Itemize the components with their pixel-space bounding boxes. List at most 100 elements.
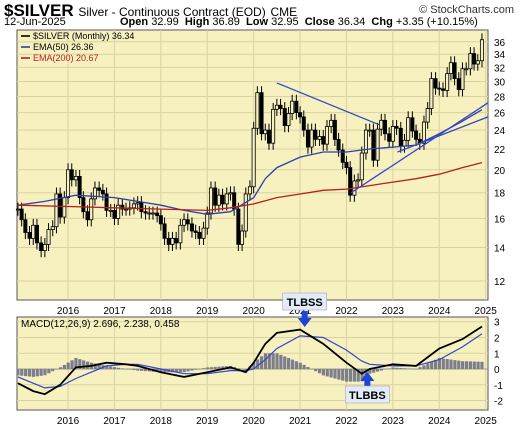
- macd-histogram-bar: [333, 369, 337, 379]
- annotation-box: [345, 385, 390, 404]
- macd-histogram-bar: [310, 369, 314, 370]
- candle-body: [329, 119, 334, 127]
- open-label: Open: [120, 16, 149, 28]
- macd-histogram-bar: [348, 369, 353, 382]
- macd-histogram-bar: [113, 367, 117, 370]
- candle-body: [247, 186, 252, 195]
- candle-body: [282, 108, 287, 126]
- macd-histogram-bar: [345, 369, 349, 382]
- candle-body: [104, 193, 109, 211]
- price-tick-label: 24: [494, 126, 506, 137]
- macd-x-tick-label: 2025: [475, 416, 498, 427]
- price-tick-label: 32: [494, 63, 506, 74]
- macd-histogram-bar: [368, 369, 372, 374]
- candle-body: [150, 212, 155, 215]
- candle-body: [305, 129, 310, 148]
- candle-body: [294, 100, 299, 114]
- macd-histogram-bar: [256, 359, 260, 370]
- macd-histogram-bar: [97, 364, 101, 370]
- candle-body: [356, 179, 361, 182]
- macd-histogram-bar: [406, 368, 411, 370]
- macd-line: [17, 325, 483, 396]
- candle-body: [58, 193, 63, 218]
- candle-body: [382, 119, 387, 135]
- candle-body: [243, 193, 248, 232]
- candle-body: [240, 230, 245, 245]
- instrument-name: Silver - Continuous Contract (EOD): [78, 5, 266, 19]
- macd-tick-label: 3: [494, 318, 500, 329]
- macd-histogram-bar: [240, 369, 244, 370]
- candle-body: [359, 152, 364, 181]
- macd-histogram-bar: [341, 369, 345, 381]
- macd-histogram-bar: [360, 369, 364, 382]
- price-tick-label: 16: [494, 214, 506, 225]
- macd-histogram-bar: [24, 369, 28, 377]
- candle-body: [15, 208, 20, 211]
- macd-histogram-bar: [314, 369, 318, 372]
- candle-body: [39, 242, 44, 252]
- annotation-arrow-down: [297, 311, 312, 327]
- candle-body: [402, 139, 407, 147]
- low-value: 32.95: [271, 16, 299, 28]
- macd-histogram-bar: [120, 368, 124, 370]
- candle-body: [452, 62, 457, 79]
- candle-body: [344, 161, 349, 169]
- macd-histogram-bar: [352, 369, 356, 382]
- macd-histogram-bar: [186, 369, 190, 372]
- macd-histogram-bar: [136, 369, 140, 371]
- candle-body: [456, 78, 461, 91]
- macd-x-tick-label: 2020: [243, 416, 266, 427]
- candle-body: [108, 209, 113, 212]
- macd-histogram-bar: [62, 364, 66, 370]
- candle-body: [220, 194, 225, 205]
- macd-histogram-bar: [283, 356, 287, 370]
- price-x-tick-label: 2020: [243, 306, 266, 317]
- price-tick-label: 18: [494, 189, 506, 200]
- macd-x-tick-label: 2019: [196, 416, 219, 427]
- exchange: CME: [270, 5, 298, 19]
- macd-histogram-bar: [317, 369, 322, 374]
- candle-body: [89, 198, 94, 221]
- macd-tick-label: -1: [494, 381, 503, 392]
- chart-title: $SILVER Silver - Continuous Contract (EO…: [4, 0, 297, 23]
- candle-body: [185, 219, 190, 225]
- candle-body: [479, 39, 484, 62]
- macd-histogram-bar: [461, 361, 465, 370]
- candle-body: [309, 129, 314, 148]
- macd-histogram-bar: [426, 363, 430, 370]
- macd-histogram-bar: [35, 369, 39, 377]
- open-value: 32.99: [151, 16, 179, 28]
- macd-histogram-bar: [93, 363, 97, 370]
- macd-histogram-bar: [213, 366, 217, 370]
- candle-body: [425, 108, 430, 123]
- candle-body: [437, 87, 442, 90]
- macd-histogram-bar: [221, 366, 225, 370]
- candle-body: [77, 176, 82, 199]
- candle-body: [290, 100, 295, 114]
- macd-histogram-bar: [403, 368, 407, 370]
- macd-panel: -2 -1 0 1 2 3 2016 2017 2018 2019 2020 2021 2022 2023…: [16, 292, 503, 427]
- candle-body: [271, 108, 276, 144]
- macd-histogram-bar: [182, 369, 186, 373]
- macd-x-tick-label: 2018: [150, 416, 173, 427]
- macd-histogram-bar: [47, 369, 51, 374]
- macd-x-tick-label: 2022: [335, 416, 358, 427]
- candle-body: [189, 223, 194, 232]
- price-tick-label: 22: [494, 145, 506, 156]
- price-x-tick-label: 2022: [335, 306, 358, 317]
- price-tick-label: 12: [494, 277, 506, 288]
- candle-body: [394, 126, 399, 129]
- macd-histogram-bar: [198, 368, 202, 370]
- candle-body: [475, 60, 480, 65]
- candle-body: [124, 208, 129, 211]
- candle-body: [23, 219, 28, 233]
- candle-body: [348, 167, 353, 196]
- candle-body: [112, 209, 117, 219]
- macd-histogram-bar: [480, 361, 484, 370]
- stockcharts-credit[interactable]: © StockCharts.com: [419, 4, 514, 16]
- macd-histogram-bar: [147, 369, 152, 372]
- candle-body: [448, 62, 453, 75]
- macd-histogram-bar: [132, 369, 136, 371]
- macd-histogram-bar: [441, 358, 445, 370]
